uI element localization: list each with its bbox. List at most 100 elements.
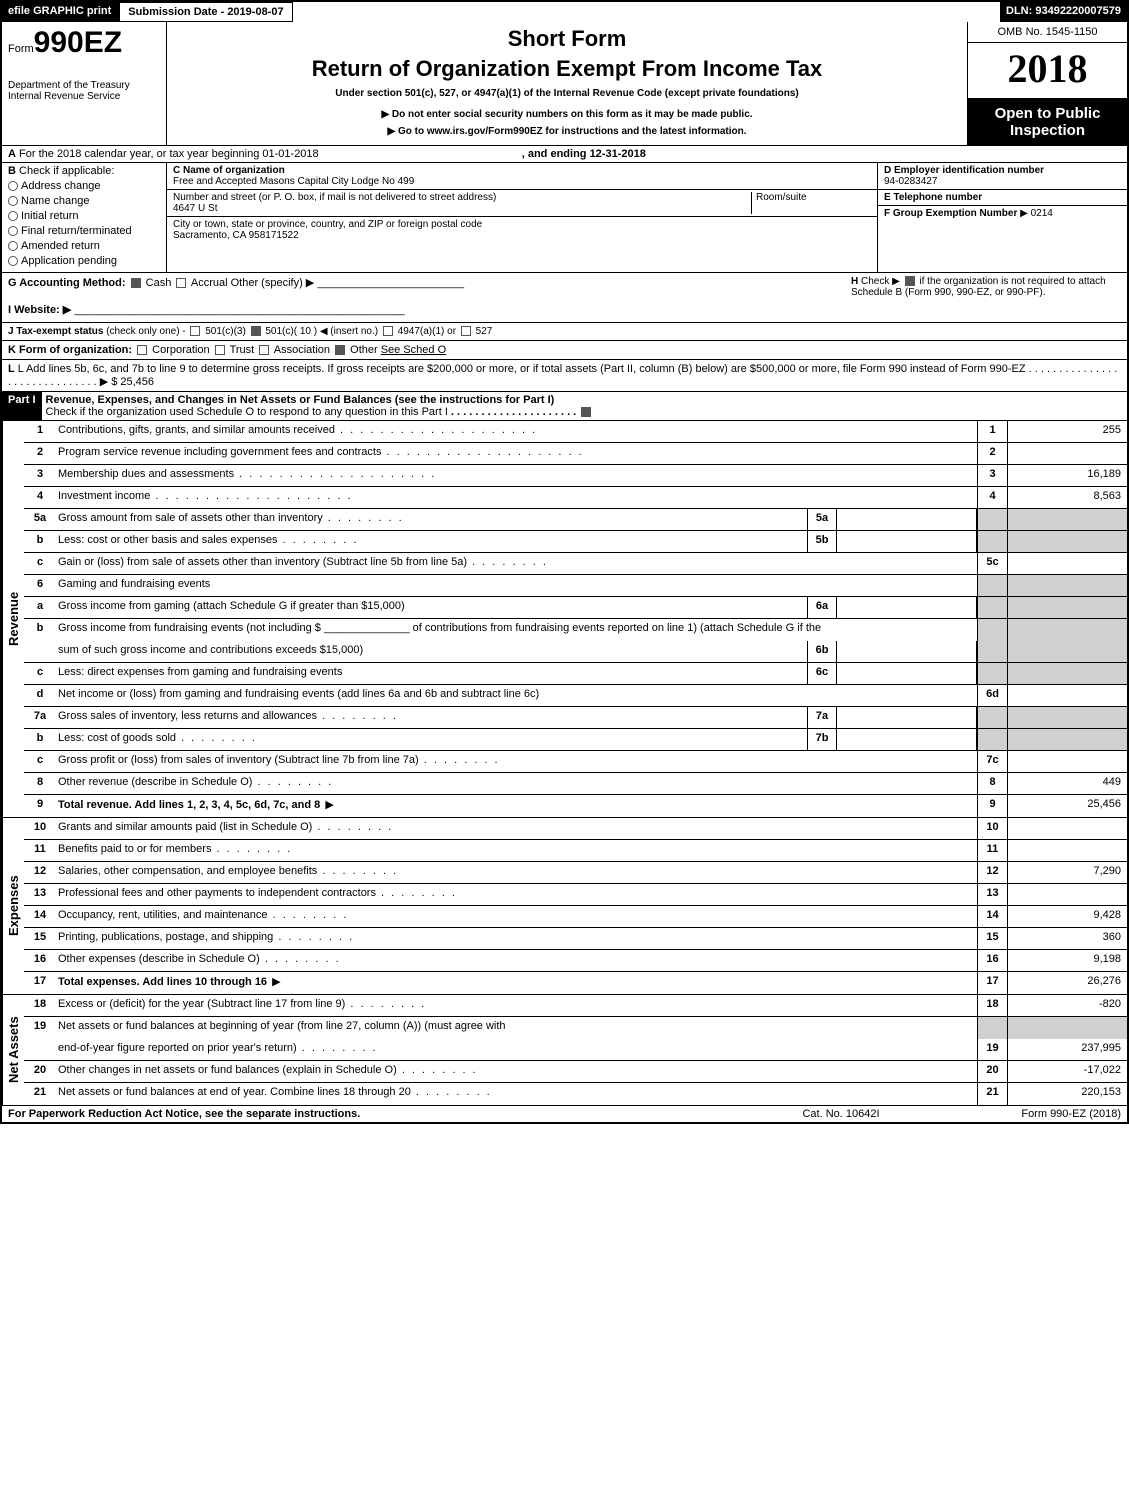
line-16-desc: Other expenses (describe in Schedule O) <box>56 950 977 971</box>
k-assoc-checkbox[interactable] <box>259 345 269 355</box>
check-address-change[interactable]: Address change <box>8 180 160 192</box>
k-trust-checkbox[interactable] <box>215 345 225 355</box>
i-label: I Website: ▶ <box>8 304 71 316</box>
line-20-desc: Other changes in net assets or fund bala… <box>56 1061 977 1082</box>
line-5c-value <box>1007 553 1127 574</box>
check-application-pending[interactable]: Application pending <box>8 255 160 267</box>
column-d: D Employer identification number 94-0283… <box>877 163 1127 272</box>
header-right: OMB No. 1545-1150 2018 Open to Public In… <box>967 22 1127 145</box>
d-ein-row: D Employer identification number 94-0283… <box>878 163 1127 190</box>
e-phone-row: E Telephone number <box>878 190 1127 206</box>
line-21-value: 220,153 <box>1007 1083 1127 1105</box>
omb-number: OMB No. 1545-1150 <box>968 22 1127 43</box>
revenue-section: Revenue 1Contributions, gifts, grants, a… <box>2 421 1127 818</box>
line-19-desc: Net assets or fund balances at beginning… <box>56 1017 977 1039</box>
line-5b-desc: Less: cost or other basis and sales expe… <box>56 531 807 552</box>
check-if-label: Check if applicable: <box>19 165 114 177</box>
k-row: K Form of organization: Corporation Trus… <box>2 341 1127 360</box>
line-18-desc: Excess or (deficit) for the year (Subtra… <box>56 995 977 1016</box>
form-number: 990EZ <box>34 26 122 59</box>
line-7b-desc: Less: cost of goods sold <box>56 729 807 750</box>
line-16-value: 9,198 <box>1007 950 1127 971</box>
catalog-number: Cat. No. 10642I <box>741 1108 941 1120</box>
line-6b-desc: Gross income from fundraising events (no… <box>56 619 977 641</box>
short-form-title: Short Form <box>173 26 961 52</box>
line-6a-desc: Gross income from gaming (attach Schedul… <box>56 597 807 618</box>
g-label: G Accounting Method: <box>8 277 126 289</box>
line-20-value: -17,022 <box>1007 1061 1127 1082</box>
line-13-desc: Professional fees and other payments to … <box>56 884 977 905</box>
a-text: For the 2018 calendar year, or tax year … <box>19 148 319 160</box>
line-19-value: 237,995 <box>1007 1039 1127 1060</box>
header-left: Form990EZ Department of the Treasury Int… <box>2 22 167 145</box>
irs-label: Internal Revenue Service <box>8 91 160 102</box>
e-label: E Telephone number <box>884 192 1121 203</box>
line-5c-desc: Gain or (loss) from sale of assets other… <box>56 553 977 574</box>
city-value: Sacramento, CA 958171522 <box>173 230 871 241</box>
line-10-desc: Grants and similar amounts paid (list in… <box>56 818 977 839</box>
expenses-side-label: Expenses <box>2 818 24 994</box>
cash-checkbox[interactable] <box>131 278 141 288</box>
b-label: B <box>8 165 16 177</box>
line-14-desc: Occupancy, rent, utilities, and maintena… <box>56 906 977 927</box>
line-12-desc: Salaries, other compensation, and employ… <box>56 862 977 883</box>
j-row: J Tax-exempt status (check only one) - 5… <box>2 323 1127 341</box>
k-other-checkbox[interactable] <box>335 345 345 355</box>
line-8-value: 449 <box>1007 773 1127 794</box>
check-amended-return[interactable]: Amended return <box>8 240 160 252</box>
part1-schedule-o-checkbox[interactable] <box>581 407 591 417</box>
k-label: K Form of organization: <box>8 344 132 356</box>
return-title: Return of Organization Exempt From Incom… <box>173 56 961 82</box>
line-9-desc: Total revenue. Add lines 1, 2, 3, 4, 5c,… <box>56 795 977 817</box>
check-name-change[interactable]: Name change <box>8 195 160 207</box>
line-17-value: 26,276 <box>1007 972 1127 994</box>
j-501c3-checkbox[interactable] <box>190 326 200 336</box>
submission-date: Submission Date - 2019-08-07 <box>119 2 292 22</box>
line-5a-desc: Gross amount from sale of assets other t… <box>56 509 807 530</box>
line-2-value <box>1007 443 1127 464</box>
line-11-desc: Benefits paid to or for members <box>56 840 977 861</box>
a-ending: , and ending 12-31-2018 <box>522 148 646 160</box>
line-15-desc: Printing, publications, postage, and shi… <box>56 928 977 949</box>
line-13-value <box>1007 884 1127 905</box>
department-label: Department of the Treasury <box>8 80 160 91</box>
line-6b-desc3: sum of such gross income and contributio… <box>56 641 807 662</box>
entity-block: B Check if applicable: Address change Na… <box>2 163 1127 273</box>
j-501c-checkbox[interactable] <box>251 326 261 336</box>
check-initial-return[interactable]: Initial return <box>8 210 160 222</box>
org-name: Free and Accepted Masons Capital City Lo… <box>173 176 871 187</box>
line-3-value: 16,189 <box>1007 465 1127 486</box>
line-6-desc: Gaming and fundraising events <box>56 575 977 596</box>
line-9-value: 25,456 <box>1007 795 1127 817</box>
line-4-desc: Investment income <box>56 487 977 508</box>
accrual-checkbox[interactable] <box>176 278 186 288</box>
header-middle: Short Form Return of Organization Exempt… <box>167 22 967 145</box>
city-label: City or town, state or province, country… <box>173 219 871 230</box>
under-section: Under section 501(c), 527, or 4947(a)(1)… <box>173 88 961 99</box>
k-other-text: See Sched O <box>381 344 446 356</box>
line-6d-desc: Net income or (loss) from gaming and fun… <box>56 685 977 706</box>
d-label: D Employer identification number <box>884 165 1121 176</box>
line-7c-value <box>1007 751 1127 772</box>
check-final-return[interactable]: Final return/terminated <box>8 225 160 237</box>
j-4947-checkbox[interactable] <box>383 326 393 336</box>
f-group-row: F Group Exemption Number ▶ 0214 <box>878 206 1127 272</box>
room-suite: Room/suite <box>751 192 871 214</box>
street-value: 4647 U St <box>173 203 751 214</box>
f-value: ▶ 0214 <box>1020 208 1053 219</box>
efile-label: efile GRAPHIC print <box>2 2 119 22</box>
form-prefix: Form <box>8 43 34 55</box>
j-527-checkbox[interactable] <box>461 326 471 336</box>
netassets-section: Net Assets 18Excess or (deficit) for the… <box>2 995 1127 1105</box>
do-not-enter: ▶ Do not enter social security numbers o… <box>173 109 961 120</box>
j-label: J Tax-exempt status <box>8 326 103 337</box>
c-label: C Name of organization <box>173 165 871 176</box>
part1-check-text: Check if the organization used Schedule … <box>46 406 448 418</box>
k-corp-checkbox[interactable] <box>137 345 147 355</box>
line-12-value: 7,290 <box>1007 862 1127 883</box>
h-checkbox[interactable] <box>905 276 915 286</box>
expenses-section: Expenses 10Grants and similar amounts pa… <box>2 818 1127 995</box>
line-6d-value <box>1007 685 1127 706</box>
h-label: H <box>851 276 858 287</box>
form-header: Form990EZ Department of the Treasury Int… <box>2 22 1127 146</box>
